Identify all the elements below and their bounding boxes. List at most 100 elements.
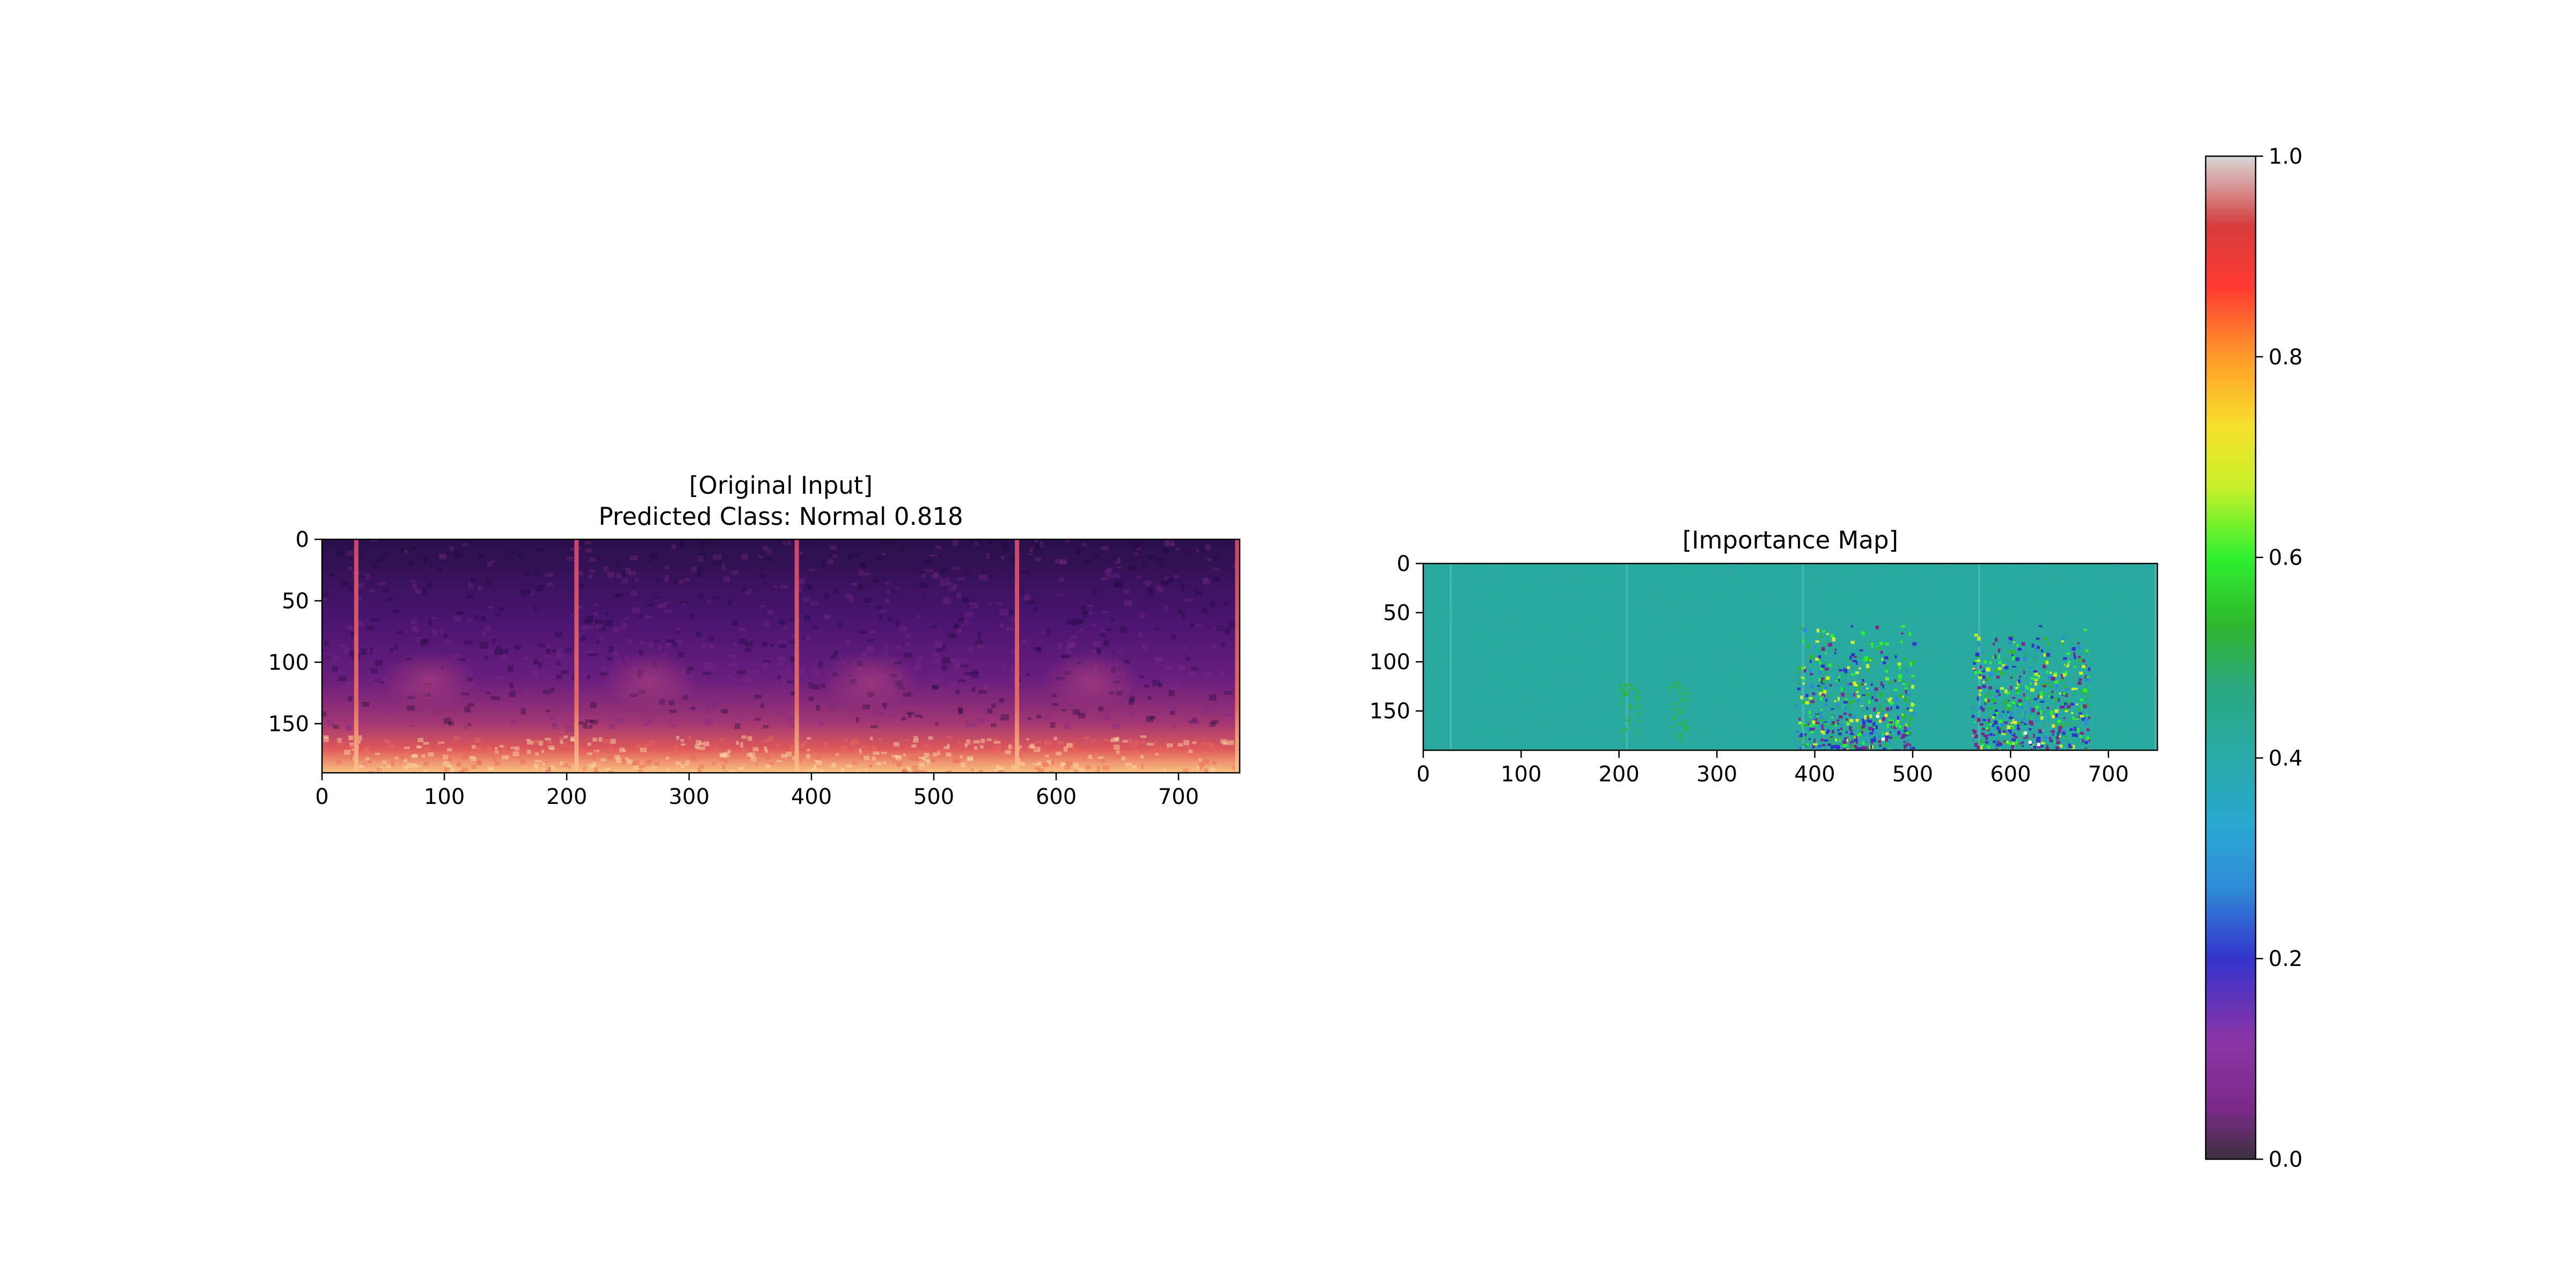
importance-map-hotspot-pixel <box>2025 697 2029 700</box>
importance-map-texture <box>1828 624 1831 626</box>
spectrogram-texture <box>1168 690 1175 697</box>
spectrogram-texture <box>1113 573 1121 577</box>
importance-map-texture <box>2101 591 2104 594</box>
spectrogram-low-freq-noise <box>404 747 410 749</box>
importance-map-hotspot-pixel <box>2074 687 2078 690</box>
spectrogram-texture <box>766 548 772 555</box>
importance-map-texture <box>1451 679 1454 681</box>
importance-map-hotspot-pixel <box>2004 665 2009 670</box>
importance-map-texture <box>2120 741 2123 743</box>
importance-map-texture <box>2132 579 2135 581</box>
importance-map-hotspot-pixel <box>1684 729 1686 732</box>
importance-map-hotspot-pixel <box>2059 668 2062 672</box>
spectrogram-texture <box>664 575 669 579</box>
spectrogram-texture <box>935 722 939 726</box>
spectrogram-low-freq-noise <box>1034 767 1041 770</box>
importance-map-hotspot-pixel <box>1629 721 1631 724</box>
importance-map-hotspot-pixel <box>1862 728 1866 731</box>
spectrogram-texture <box>1205 544 1211 551</box>
importance-map-texture <box>1994 570 1997 573</box>
importance-map-texture <box>1725 651 1728 653</box>
importance-map-hotspot-pixel <box>1802 682 1805 685</box>
spectrogram-low-freq-noise <box>865 768 868 772</box>
importance-map-hotspot-pixel <box>2026 734 2029 739</box>
importance-map-hotspot-pixel <box>2035 715 2038 718</box>
spectrogram-texture <box>948 682 956 687</box>
spectrogram-low-freq-noise <box>568 765 575 769</box>
spectrogram-texture <box>509 691 516 698</box>
importance-map-hotspot-pixel <box>1879 712 1882 715</box>
importance-map-hotspot-pixel <box>2056 742 2060 744</box>
importance-map-hotspot-pixel <box>2064 685 2068 689</box>
spectrogram-texture <box>780 585 788 589</box>
spectrogram-texture <box>747 669 751 673</box>
importance-map-texture <box>2110 618 2112 620</box>
importance-map-hotspot-pixel <box>1801 677 1805 679</box>
importance-map-hotspot-pixel <box>2045 661 2049 665</box>
importance-map-hotspot-pixel <box>1846 672 1848 677</box>
spectrogram-low-freq-noise <box>336 759 341 765</box>
spectrogram-low-freq-noise <box>865 749 869 754</box>
importance-map-texture <box>1675 663 1678 665</box>
importance-map-texture <box>1847 677 1849 679</box>
spectrogram-low-freq-noise <box>814 764 817 769</box>
importance-map-hotspot-pixel <box>1871 742 1873 744</box>
importance-map-texture <box>2069 647 2072 649</box>
importance-map-hotspot-pixel <box>1884 656 1889 660</box>
importance-map-hotspot-pixel <box>1806 743 1809 746</box>
spectrogram-texture <box>1160 580 1169 586</box>
importance-map-hotspot-pixel <box>2064 723 2069 727</box>
importance-map-hotspot-pixel <box>1851 653 1855 656</box>
importance-map-hotspot-pixel <box>1620 731 1622 734</box>
importance-map-hotspot-pixel <box>2028 716 2030 719</box>
importance-map-texture <box>1732 659 1735 661</box>
importance-map-hotspot-pixel <box>2065 632 2068 634</box>
importance-map-texture <box>1731 647 1733 649</box>
importance-map-hotspot-pixel <box>1864 747 1868 750</box>
importance-map-texture <box>1721 659 1723 661</box>
spectrogram-texture <box>824 593 829 599</box>
importance-map-hotspot-pixel <box>2067 746 2072 750</box>
spectrogram-low-freq-noise <box>633 765 638 770</box>
spectrogram-low-freq-noise <box>437 742 441 746</box>
spectrogram-texture <box>1060 559 1066 565</box>
spectrogram-texture <box>1115 584 1123 588</box>
importance-map-texture <box>1702 734 1704 736</box>
spectrogram-texture <box>721 709 728 714</box>
spectrogram-texture <box>863 572 871 576</box>
importance-map-texture <box>1444 601 1447 603</box>
spectrogram-texture <box>1177 664 1185 671</box>
spectrogram-texture <box>722 564 726 570</box>
importance-map-hotspot-pixel <box>1625 719 1628 721</box>
spectrogram-texture <box>1181 584 1185 591</box>
importance-map-hotspot-pixel <box>2022 686 2025 690</box>
importance-map-hotspot-pixel <box>1890 706 1892 710</box>
spectrogram-texture <box>412 583 418 590</box>
importance-map-texture <box>2131 618 2134 620</box>
importance-map-texture <box>1938 707 1941 709</box>
spectrogram-texture <box>1138 632 1143 638</box>
importance-map-hotspot-pixel <box>1820 685 1823 690</box>
importance-map-hotspot-pixel <box>1835 633 1838 636</box>
spectrogram-low-freq-noise <box>850 741 854 746</box>
spectrogram-low-freq-noise <box>854 748 859 751</box>
spectrogram-low-freq-noise <box>1051 760 1055 765</box>
importance-map-hotspot-pixel <box>2055 684 2058 689</box>
spectrogram-texture <box>326 677 335 680</box>
importance-map-hotspot-pixel <box>1824 669 1827 672</box>
importance-map-hotspot-pixel <box>1858 667 1861 670</box>
importance-map-hotspot-pixel <box>1873 736 1876 738</box>
importance-map-hotspot-pixel <box>1815 721 1819 724</box>
importance-map-hotspot-pixel <box>1813 718 1818 721</box>
spectrogram-low-freq-noise <box>1195 753 1199 758</box>
spectrogram-low-freq-noise <box>526 749 531 754</box>
importance-map-hotspot-pixel <box>1801 725 1804 727</box>
importance-map-texture <box>1663 600 1666 602</box>
importance-map-hotspot-pixel <box>1679 733 1682 736</box>
spectrogram-texture <box>481 616 486 621</box>
spectrogram-low-freq-noise <box>699 764 704 769</box>
original-input-y-tick-label: 0 <box>296 528 309 552</box>
spectrogram-texture <box>1185 657 1191 661</box>
importance-map-hotspot-pixel <box>1796 671 1800 675</box>
spectrogram-low-freq-noise <box>1073 763 1079 768</box>
